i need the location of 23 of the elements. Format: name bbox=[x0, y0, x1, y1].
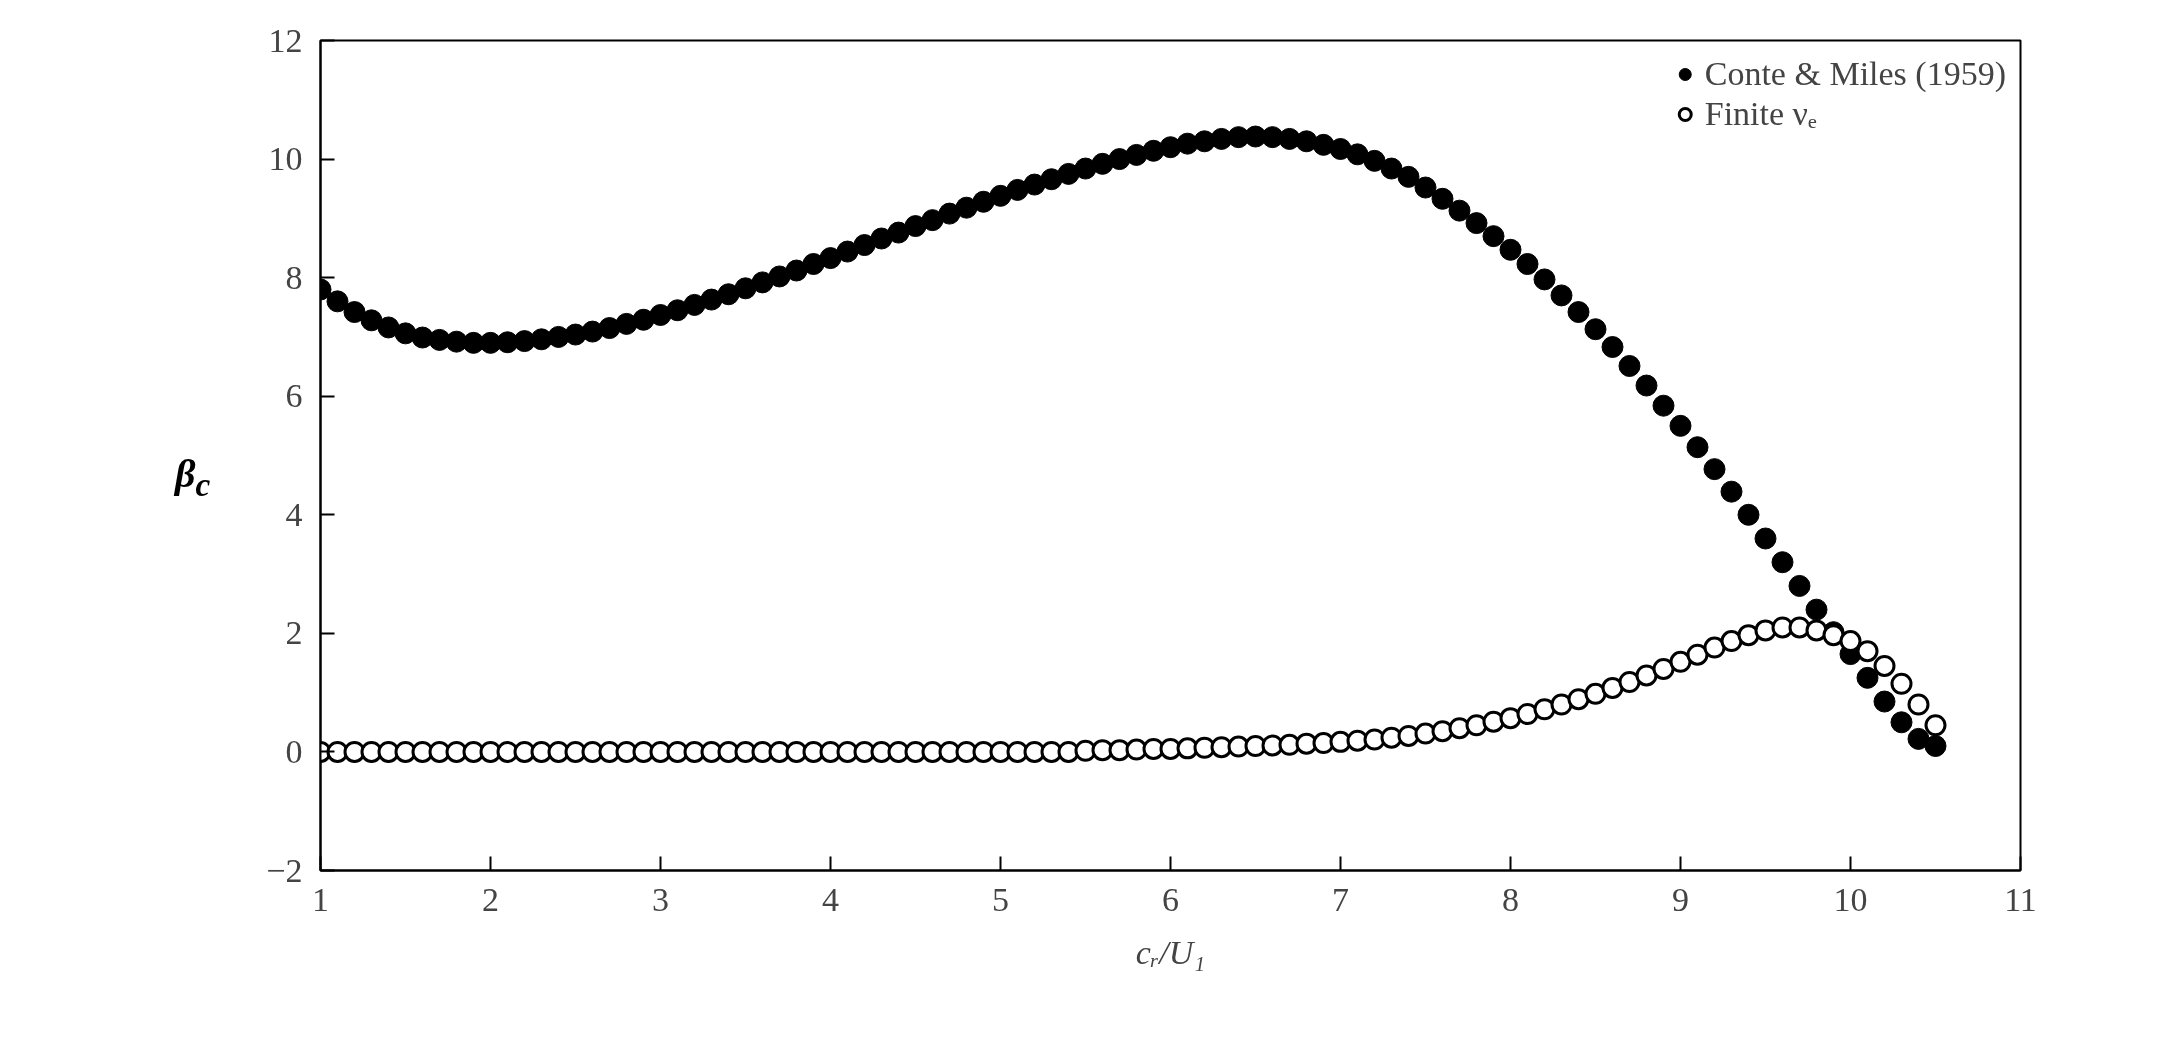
x-tick-label: 3 bbox=[652, 880, 669, 918]
legend-label: Conte & Miles (1959) bbox=[1704, 54, 2006, 94]
x-tick-label: 10 bbox=[1833, 880, 1868, 918]
x-tick-label: 6 bbox=[1162, 880, 1179, 918]
x-tick-label: 7 bbox=[1332, 880, 1349, 918]
x-tick-label: 1 bbox=[312, 880, 329, 918]
x-tick-label: 2 bbox=[482, 880, 499, 918]
y-tick-label: 8 bbox=[285, 258, 303, 296]
y-tick-label: 0 bbox=[285, 732, 303, 770]
y-tick-label: 12 bbox=[268, 21, 303, 59]
x-tick-label: 8 bbox=[1502, 880, 1519, 918]
y-tick-label: 10 bbox=[268, 140, 303, 178]
y-tick-label: 2 bbox=[285, 614, 303, 652]
y-axis-title: β$_{c}$ bbox=[175, 450, 211, 505]
y-tick-label: 6 bbox=[285, 377, 303, 415]
x-tick-label: 11 bbox=[2004, 880, 2037, 918]
x-tick-label: 9 bbox=[1672, 880, 1689, 918]
x-tick-label: 5 bbox=[992, 880, 1009, 918]
legend-label: Finite νₑ bbox=[1704, 94, 1817, 134]
x-tick-label: 4 bbox=[822, 880, 839, 918]
y-tick-label: 4 bbox=[285, 495, 303, 533]
x-axis-title: cᵣ/U₁ bbox=[1135, 933, 1206, 971]
y-tick-label: −2 bbox=[266, 851, 303, 889]
